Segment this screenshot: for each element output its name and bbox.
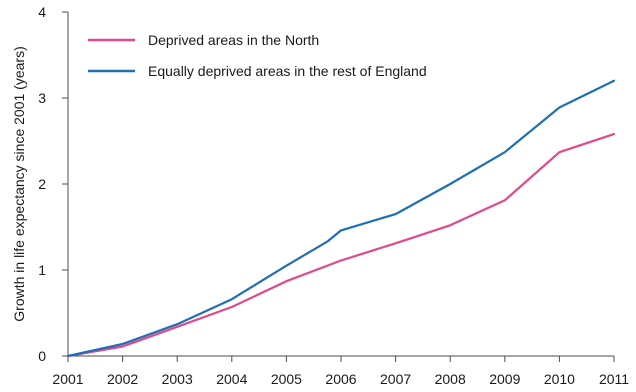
x-tick-label: 2003 [162, 371, 193, 387]
x-tick-label: 2002 [107, 371, 138, 387]
x-tick-label: 2007 [380, 371, 411, 387]
legend-label-0: Deprived areas in the North [148, 32, 319, 48]
legend-label-1: Equally deprived areas in the rest of En… [148, 63, 427, 79]
series-line-0 [66, 133, 616, 358]
x-tick-label: 2009 [489, 371, 520, 387]
series-group [66, 79, 616, 358]
y-axis-title: Growth in life expectancy since 2001 (ye… [11, 46, 27, 321]
x-tick-label: 2005 [271, 371, 302, 387]
y-tick-label: 3 [38, 90, 46, 106]
y-tick-label: 4 [38, 4, 46, 20]
x-tick-label: 2006 [325, 371, 356, 387]
legend[interactable]: Deprived areas in the North Equally depri… [88, 32, 427, 79]
y-tick-label: 1 [38, 262, 46, 278]
x-tick-label: 2004 [216, 371, 247, 387]
x-tick-label: 2001 [52, 371, 83, 387]
y-tick-label: 0 [38, 348, 46, 364]
y-tick-label: 2 [38, 176, 46, 192]
x-tick-label: 2008 [435, 371, 466, 387]
y-ticks: 0 1 2 3 4 [38, 4, 68, 364]
x-tick-label: 2010 [544, 371, 575, 387]
x-tick-label: 2011 [599, 371, 629, 387]
x-ticks: 2001 2002 2003 2004 2005 2006 2007 2008 2009 2010… [52, 356, 629, 387]
series-line-1 [66, 79, 616, 358]
